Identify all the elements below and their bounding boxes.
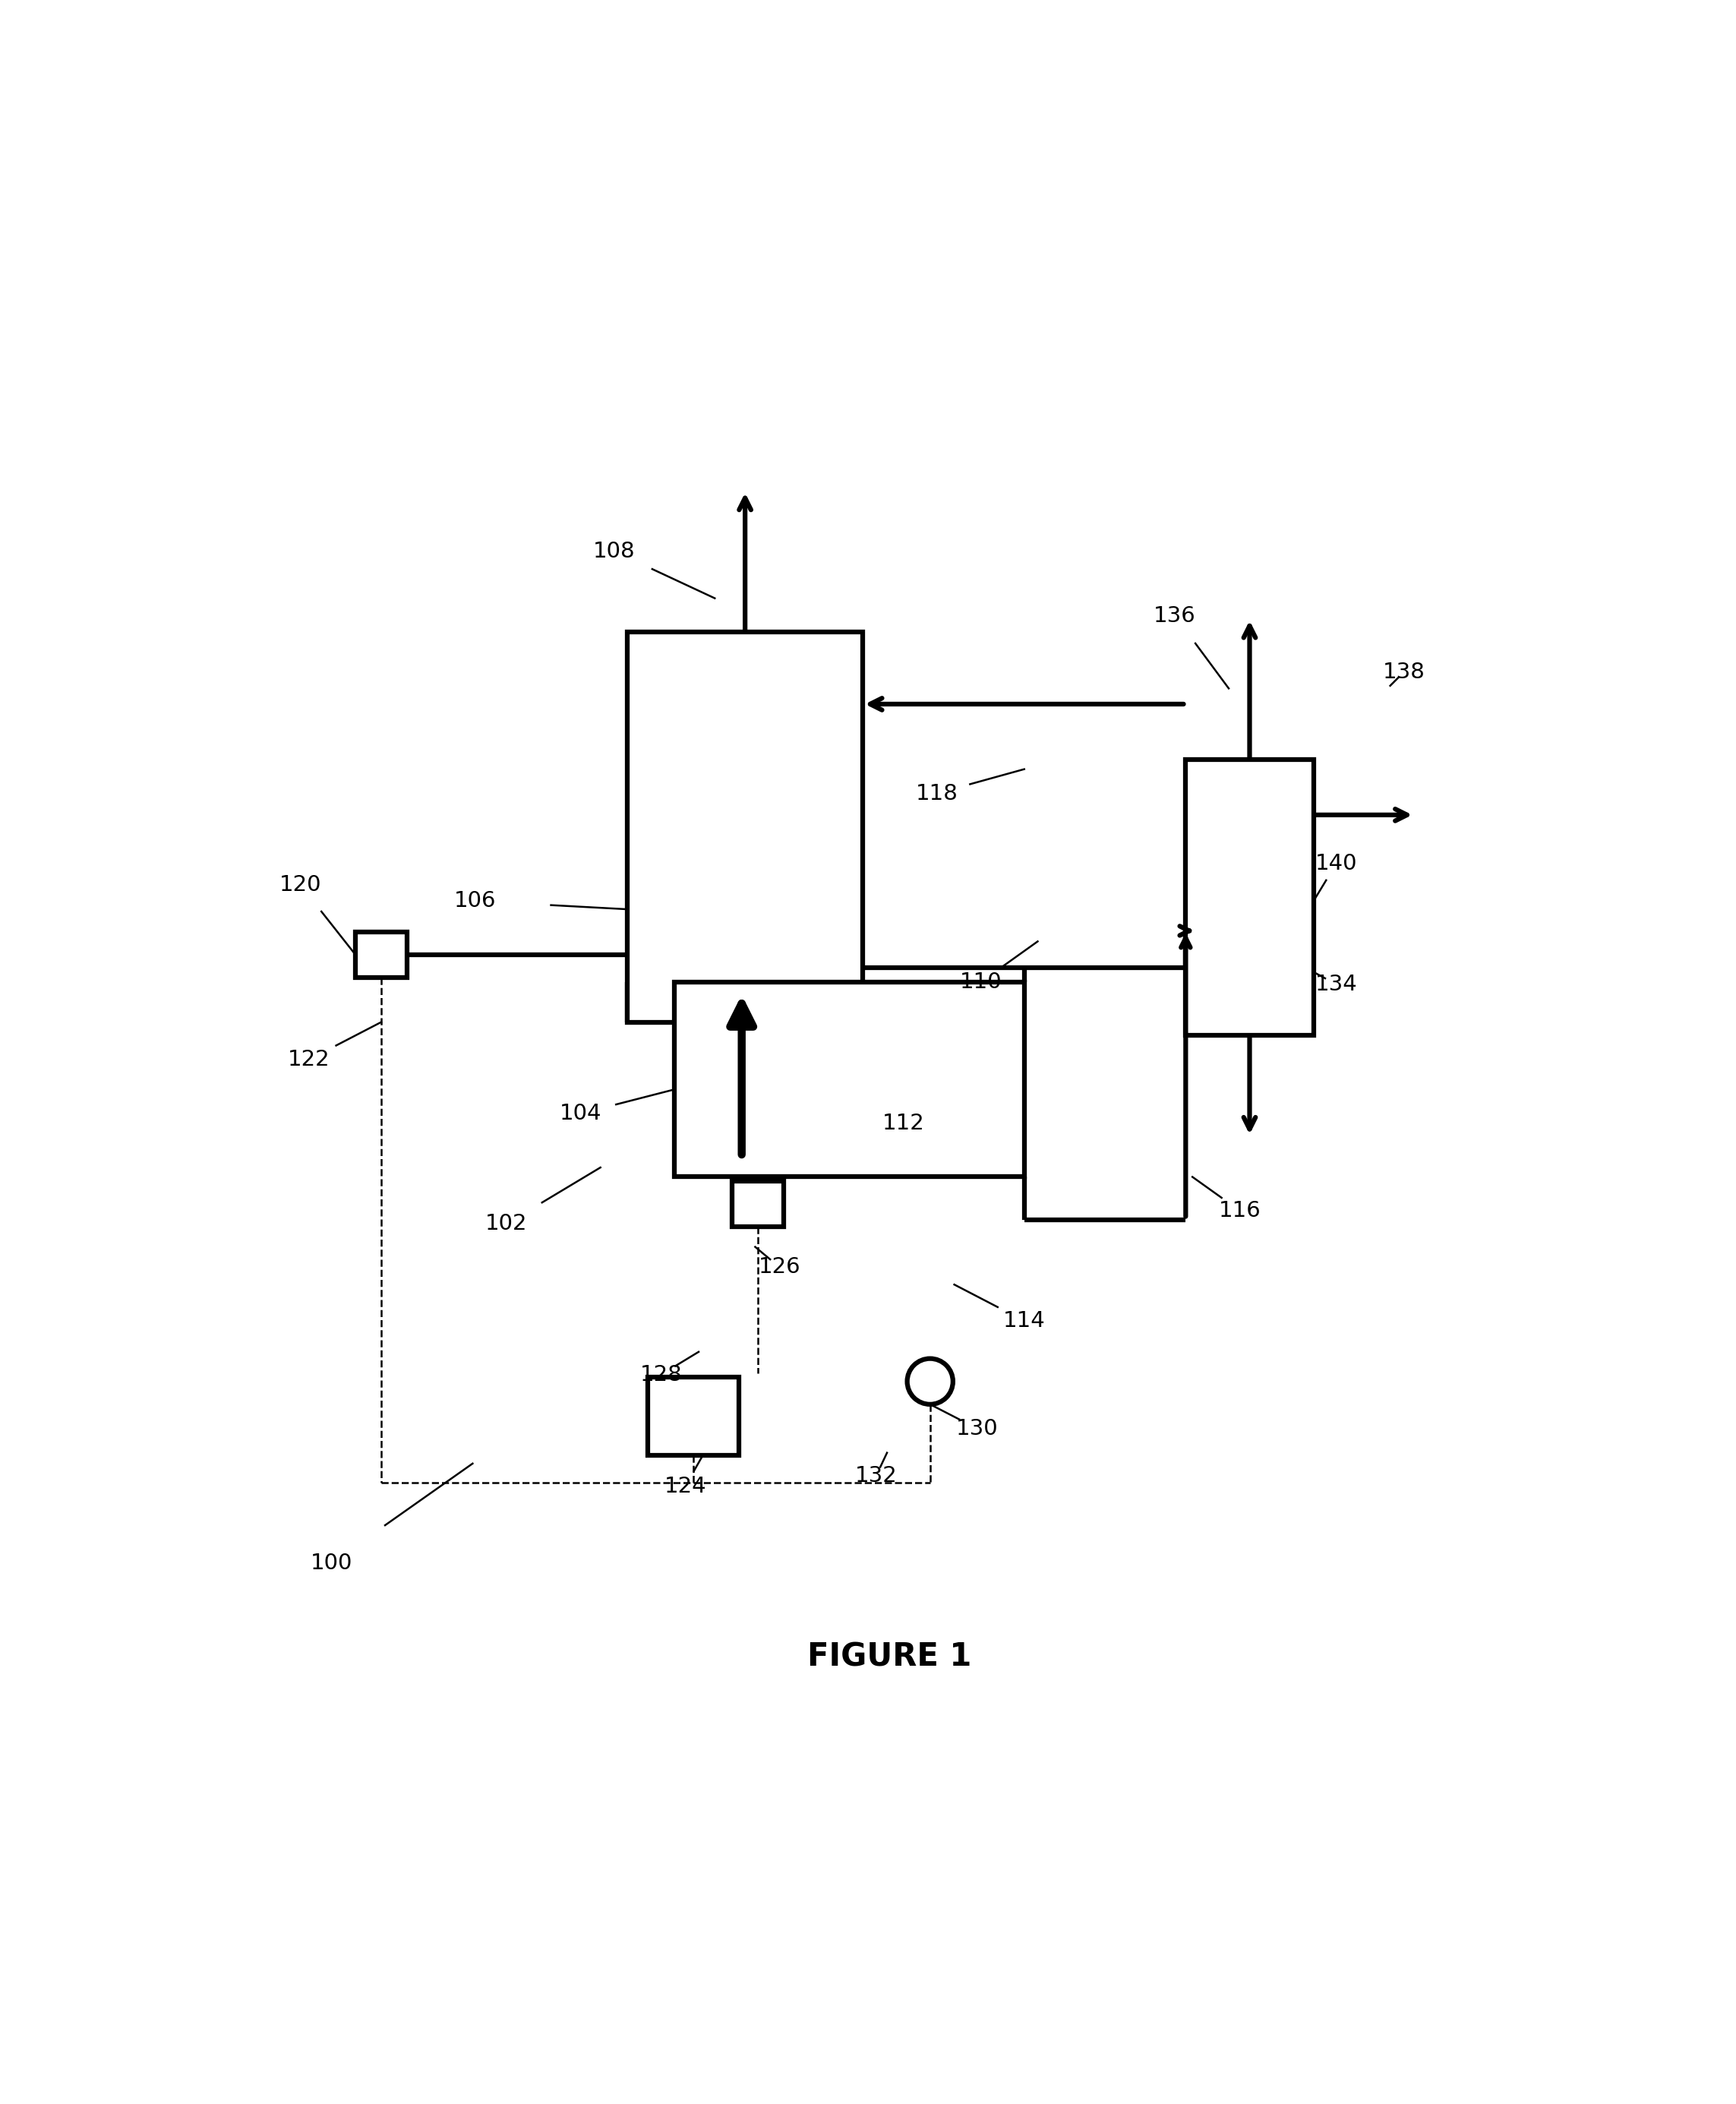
Bar — [356, 932, 406, 978]
Circle shape — [908, 1359, 953, 1403]
Text: 114: 114 — [1003, 1311, 1045, 1332]
Text: 106: 106 — [455, 890, 496, 911]
Text: 126: 126 — [759, 1256, 800, 1277]
Text: 134: 134 — [1316, 974, 1358, 995]
Text: 124: 124 — [665, 1475, 707, 1498]
Text: FIGURE 1: FIGURE 1 — [807, 1641, 972, 1673]
Text: 118: 118 — [915, 783, 958, 804]
Bar — [1186, 760, 1314, 1035]
Bar — [627, 631, 863, 1023]
Bar — [648, 1378, 740, 1456]
Text: 120: 120 — [279, 875, 321, 896]
Text: 108: 108 — [592, 541, 635, 562]
Bar — [733, 1180, 783, 1227]
Text: 138: 138 — [1382, 661, 1425, 684]
Text: 132: 132 — [856, 1464, 898, 1485]
Bar — [675, 983, 1024, 1176]
Text: 122: 122 — [288, 1050, 330, 1071]
Text: 100: 100 — [311, 1553, 352, 1574]
Text: 140: 140 — [1316, 852, 1358, 873]
Text: 104: 104 — [559, 1102, 601, 1124]
Text: 128: 128 — [641, 1363, 682, 1384]
Text: 136: 136 — [1154, 606, 1196, 627]
Text: 102: 102 — [484, 1214, 528, 1235]
Text: 116: 116 — [1219, 1199, 1260, 1220]
Text: 112: 112 — [882, 1113, 924, 1134]
Text: 110: 110 — [960, 972, 1002, 993]
Text: 130: 130 — [957, 1418, 998, 1439]
